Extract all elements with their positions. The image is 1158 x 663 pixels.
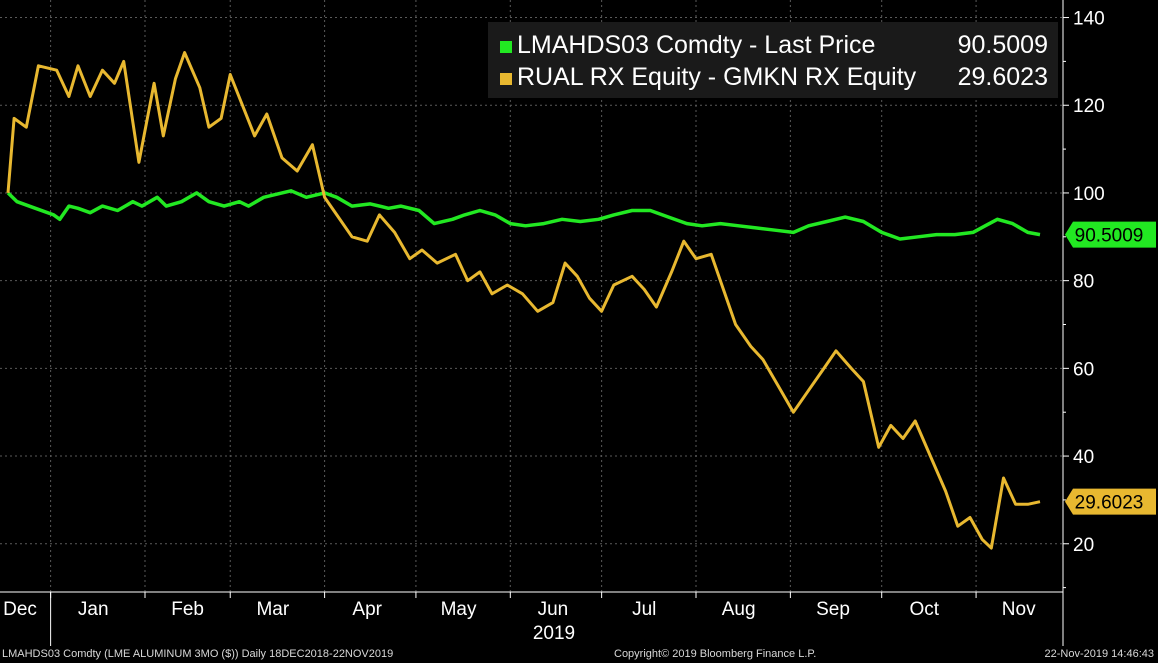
x-tick-label: Dec (3, 599, 37, 620)
footer-security-info: LMAHDS03 Comdty (LME ALUMINUM 3MO ($)) D… (2, 648, 394, 660)
series-line-1 (6, 189, 1041, 241)
x-year-label: 2019 (533, 623, 575, 644)
x-tick-label: Jun (538, 599, 569, 620)
series-line-2 (6, 51, 1041, 550)
y-tick-label: 100 (1073, 184, 1105, 205)
legend-swatch-1 (500, 41, 512, 53)
y-tick-label: 60 (1073, 359, 1094, 380)
legend: LMAHDS03 Comdty - Last Price 90.5009 RUAL … (488, 22, 1058, 98)
x-tick-label: Aug (722, 599, 756, 620)
series-lines (6, 51, 1041, 550)
legend-label-2: RUAL RX Equity - GMKN RX Equity (517, 63, 917, 91)
y-tick-label: 120 (1073, 96, 1105, 117)
y-tick-label: 80 (1073, 272, 1094, 293)
last-value-tag-1 (1065, 221, 1156, 248)
legend-value-1: 90.5009 (958, 31, 1048, 59)
x-tick-label: Jan (78, 599, 109, 620)
y-tick-label: 140 (1073, 9, 1105, 30)
y-tick-label: 40 (1073, 447, 1094, 468)
legend-value-2: 29.6023 (958, 63, 1048, 91)
y-axis: 20 40 60 80 100 120 140 (1062, 0, 1105, 592)
x-tick-label: Jul (632, 599, 656, 620)
legend-box (488, 22, 1058, 98)
last-value-text-2: 29.6023 (1075, 493, 1144, 514)
y-tick-label: 20 (1073, 535, 1094, 556)
x-tick-label: Sep (816, 599, 850, 620)
last-value-text-1: 90.5009 (1075, 226, 1144, 247)
footer-copyright: Copyright© 2019 Bloomberg Finance L.P. (614, 648, 817, 660)
legend-label-1: LMAHDS03 Comdty - Last Price (517, 31, 875, 59)
footer-timestamp: 22-Nov-2019 14:46:43 (1044, 648, 1154, 660)
grid (0, 0, 1063, 592)
last-value-tag-2 (1065, 488, 1156, 515)
legend-swatch-2 (500, 73, 512, 85)
x-axis: Dec Jan Feb Mar Apr May Jun Jul Aug Sep Oct Nov 2019 (0, 591, 1064, 646)
x-tick-label: Apr (352, 599, 382, 620)
x-tick-label: Oct (910, 599, 940, 620)
x-tick-label: May (441, 599, 477, 620)
last-value-labels: 90.5009 29.6023 (1065, 221, 1156, 515)
x-tick-label: Feb (171, 599, 204, 620)
x-tick-label: Mar (256, 599, 289, 620)
x-tick-label: Nov (1002, 599, 1036, 620)
